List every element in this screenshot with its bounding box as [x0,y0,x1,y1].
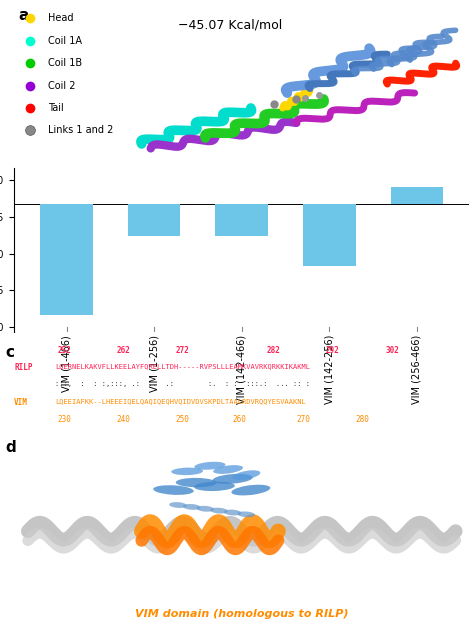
Text: 252: 252 [57,346,71,355]
Text: 240: 240 [117,415,130,424]
Text: :::,  :  : :,:::, .:  ..  .:        :.  : :  :::.:  ... :: :: :::, : : :,:::, .: .. .: :. : : :::.: ..… [55,380,310,387]
Ellipse shape [232,470,260,480]
Ellipse shape [196,506,214,512]
Text: Coil 1A: Coil 1A [48,36,82,45]
Text: LQEEIAFKK--LHEEEIQELQAQIQEQHVQIDVDVSKPDLTAALRDVRQQYESVAAKNL: LQEEIAFKK--LHEEEIQELQAQIQEQHVQIDVDVSKPDL… [55,398,306,404]
Text: 292: 292 [326,346,340,355]
Text: Links 1 and 2: Links 1 and 2 [48,126,114,136]
Ellipse shape [171,468,203,475]
Ellipse shape [231,485,270,495]
Ellipse shape [213,465,243,474]
Ellipse shape [237,512,255,517]
Text: 230: 230 [57,415,71,424]
Text: Head: Head [48,13,74,23]
Bar [216,204,268,237]
Text: 272: 272 [176,346,190,355]
Text: 250: 250 [176,415,190,424]
Text: VIM: VIM [14,398,28,407]
Ellipse shape [224,510,242,516]
Text: VIM domain (homologous to RILP): VIM domain (homologous to RILP) [135,609,348,619]
Ellipse shape [153,485,194,495]
Bar [40,204,93,315]
Bar [128,204,181,237]
Text: d: d [5,440,16,454]
Ellipse shape [176,478,217,487]
Text: 302: 302 [385,346,399,355]
Text: c: c [5,345,14,360]
Text: 280: 280 [356,415,369,424]
Bar [391,187,443,204]
Text: LQERNELKAKVFLLKEELAYFQRELLTDH-----RVPSLLLEAMKVAVRKQRKKIKAKML: LQERNELKAKVFLLKEELAYFQRELLTDH-----RVPSLL… [55,363,310,369]
Text: 260: 260 [233,415,246,424]
Text: −45.07 Kcal/mol: −45.07 Kcal/mol [178,18,283,32]
Ellipse shape [169,502,187,508]
Text: a: a [19,8,29,23]
Text: 270: 270 [296,415,310,424]
Ellipse shape [194,481,235,491]
Bar [303,204,356,266]
Ellipse shape [183,504,201,510]
Text: Coil 2: Coil 2 [48,81,76,91]
Text: Coil 1B: Coil 1B [48,58,82,68]
Text: 282: 282 [267,346,281,355]
Text: RILP: RILP [14,363,33,372]
Text: Tail: Tail [48,103,64,113]
Ellipse shape [194,462,226,469]
Ellipse shape [210,508,228,514]
Ellipse shape [212,474,253,484]
Text: 262: 262 [117,346,130,355]
